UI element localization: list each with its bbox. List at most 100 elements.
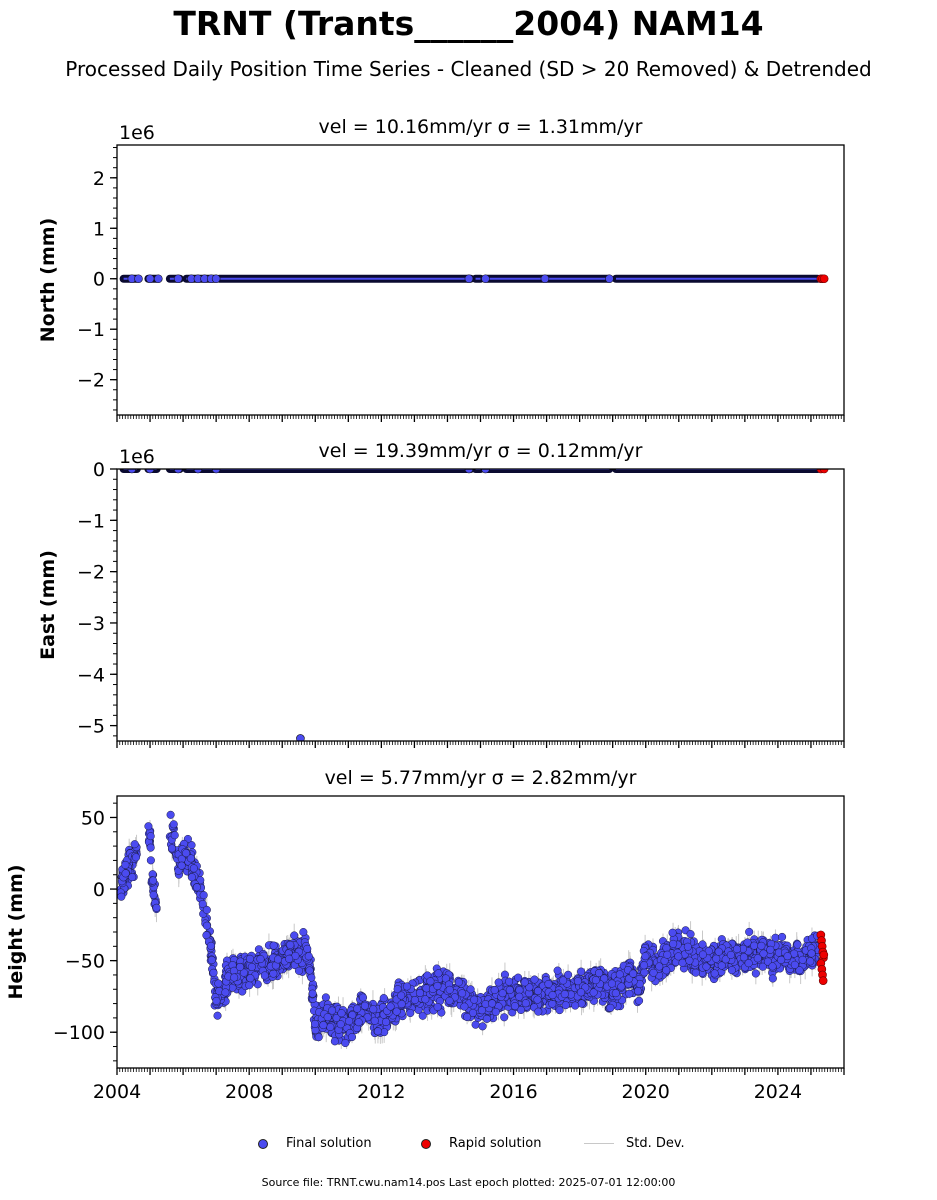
final-point [490,986,499,995]
final-point [768,962,777,971]
chart-subtitle: Processed Daily Position Time Series - C… [65,57,872,81]
final-point [576,988,586,997]
y-axis-label: Height (mm) [5,864,27,999]
final-point [358,993,368,1002]
y-tick-label: −50 [65,951,105,973]
final-point [481,274,490,284]
final-point [721,955,730,964]
final-point [460,1002,469,1011]
legend-final-label: Final solution [286,1136,372,1151]
final-point [336,1020,345,1029]
y-tick-label: 2 [93,168,105,190]
final-solution-points [117,810,822,1048]
final-point [712,954,721,963]
final-point [418,1011,427,1020]
final-point [145,469,155,474]
final-point [548,991,557,1000]
legend-rapid: Rapid solution [421,1136,541,1151]
final-point [611,989,620,998]
final-point [766,945,775,954]
offset-label: 1e6 [119,122,155,144]
final-point [212,996,221,1005]
y-tick-label: 50 [81,807,105,829]
final-point [177,861,186,870]
final-point [544,979,553,989]
final-point [303,944,312,953]
final-point [256,955,265,964]
final-point [595,969,604,978]
final-point [245,981,254,990]
final-point [230,973,239,982]
final-point [669,939,678,948]
final-point [559,976,568,985]
final-point [305,966,314,975]
final-point [470,995,479,1004]
final-point [144,822,153,831]
final-point [421,995,430,1004]
final-point [591,976,600,985]
final-point [625,989,634,998]
panel-title: vel = 5.77mm/yr σ = 2.82mm/yr [325,767,637,789]
final-point [410,995,419,1005]
final-point [488,999,497,1008]
final-point [777,955,786,965]
final-point [392,1007,401,1016]
final-point [307,973,316,982]
final-point [310,1019,320,1029]
final-point [807,949,816,958]
final-point [128,873,137,882]
final-point [433,981,442,991]
panel-2: vel = 19.39mm/yr σ = 0.12mm/yr 1e6 East (m… [37,440,845,748]
final-point [482,1014,491,1023]
final-point [304,952,313,961]
y-tick-label: −1 [77,319,105,341]
final-point [319,1021,328,1030]
y-tick-label: 1 [93,218,105,240]
final-point [213,1011,222,1020]
final-point [166,810,175,819]
final-point [341,1038,350,1048]
plot-area [117,810,829,1049]
final-point [745,927,754,936]
final-point [600,974,609,983]
final-point [347,1033,357,1042]
offset-label: 1e6 [119,446,155,468]
panel-1: vel = 10.16mm/yr σ = 1.31mm/yr 1e6 North (… [37,116,845,422]
final-point [525,983,534,992]
final-point [328,1006,337,1015]
final-point [170,831,179,840]
final-point [743,938,752,947]
final-point [207,956,216,965]
final-point [521,999,530,1008]
rapid-solution-points [816,274,829,284]
panel-3: vel = 5.77mm/yr σ = 2.82mm/yr Height (mm)… [5,767,845,1103]
final-point [553,966,562,975]
final-point [209,968,218,977]
y-tick-label: 0 [93,269,105,291]
final-point [134,274,143,284]
final-point [757,941,766,950]
y-tick-label: −2 [77,370,105,392]
final-point [285,954,294,963]
final-point [655,962,664,971]
final-point [152,903,161,912]
final-point [360,1001,369,1010]
final-point [433,1002,442,1012]
final-point [635,996,644,1005]
final-point [445,985,454,994]
final-point [182,849,191,858]
final-point [402,982,412,991]
y-tick-label: 0 [93,879,105,901]
final-point [131,853,141,862]
final-point [211,274,221,284]
final-point [758,962,767,971]
final-point [167,844,177,853]
final-point [145,274,155,284]
final-point [515,992,524,1001]
final-point [691,968,700,977]
final-point [505,977,514,986]
final-point [464,274,474,284]
final-point [236,962,245,972]
x-tick-label: 2012 [357,1081,405,1103]
rapid-point [819,469,829,474]
